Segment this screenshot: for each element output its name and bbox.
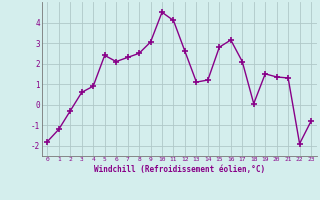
X-axis label: Windchill (Refroidissement éolien,°C): Windchill (Refroidissement éolien,°C): [94, 165, 265, 174]
